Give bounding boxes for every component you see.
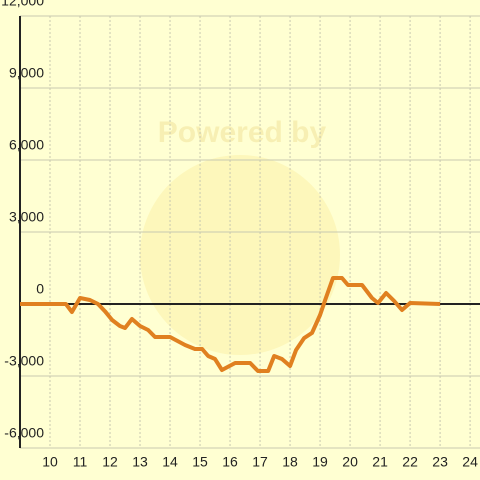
x-tick-label: 12	[102, 454, 118, 470]
x-tick-label: 20	[342, 454, 358, 470]
x-tick-label: 14	[162, 454, 178, 470]
data-line	[20, 276, 441, 374]
x-tick-label: 18	[282, 454, 298, 470]
x-tick-label: 16	[222, 454, 238, 470]
y-tick-label: 3,000	[9, 209, 44, 225]
x-tick-label: 23	[432, 454, 448, 470]
x-tick-label: 21	[372, 454, 388, 470]
x-tick-label: 10	[42, 454, 58, 470]
x-tick-label: 19	[312, 454, 328, 470]
y-tick-label: -6,000	[4, 425, 44, 441]
y-tick-label: 0	[36, 281, 44, 297]
x-tick-label: 17	[252, 454, 268, 470]
x-tick-label: 13	[132, 454, 148, 470]
y-tick-label: 6,000	[9, 137, 44, 153]
x-tick-label: 22	[402, 454, 418, 470]
x-tick-label: 15	[192, 454, 208, 470]
x-tick-label: 11	[73, 454, 88, 470]
y-tick-label: 12,000	[1, 0, 44, 9]
x-tick-label: 24	[462, 454, 478, 470]
y-tick-label: -3,000	[4, 353, 44, 369]
y-tick-label: 9,000	[9, 65, 44, 81]
watermark: Powered by	[158, 116, 327, 149]
